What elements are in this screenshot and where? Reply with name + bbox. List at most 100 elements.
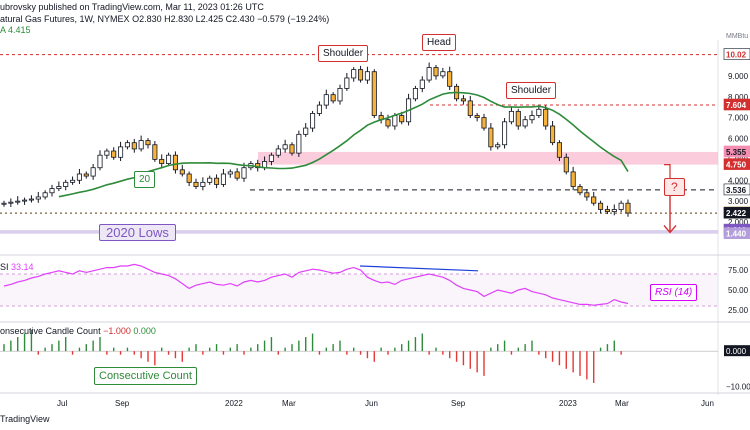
currency-label: MMBtu <box>726 33 748 40</box>
candle <box>166 152 172 167</box>
candle <box>591 191 597 206</box>
candle <box>337 84 343 105</box>
candle <box>440 67 446 79</box>
candle <box>556 140 562 162</box>
candle <box>179 164 185 177</box>
candle-body <box>419 79 425 89</box>
candle <box>56 181 62 192</box>
candle-body <box>234 171 240 179</box>
candle-body <box>467 100 473 116</box>
candle-body <box>330 94 336 102</box>
candle <box>536 106 542 119</box>
time-tick: Jun <box>365 399 378 408</box>
candle-body <box>35 196 41 200</box>
candle-body <box>8 201 14 204</box>
candle-body <box>1 202 7 205</box>
ohlc-values: O2.830 H2.830 L2.425 C2.430 −0.579 (−19.… <box>132 14 330 24</box>
candle <box>344 72 350 91</box>
candle-body <box>303 127 309 135</box>
candle <box>172 151 178 174</box>
candle-body <box>508 110 514 123</box>
candle <box>35 191 41 203</box>
candle-body <box>111 150 117 158</box>
candle-body <box>227 171 233 175</box>
candle-body <box>460 98 466 102</box>
price-tick: 4.000 <box>728 176 749 185</box>
candle-body <box>611 209 617 212</box>
candle <box>364 66 370 84</box>
price-badge: 3.536 <box>726 186 747 195</box>
candle-body <box>49 188 55 194</box>
symbol-name: atural Gas Futures, 1W, NYMEX <box>0 14 130 24</box>
cc-tick: −10.000 <box>726 382 750 391</box>
candle <box>159 154 165 168</box>
candle-body <box>618 202 624 210</box>
candle-body <box>358 69 364 81</box>
candle <box>145 138 151 149</box>
tradingview-footer: TradingView <box>0 414 50 424</box>
candle-body <box>385 119 391 127</box>
candle-body <box>584 192 590 198</box>
candle <box>467 95 473 119</box>
candle <box>570 166 576 191</box>
candle <box>227 169 233 178</box>
candle-body <box>481 117 487 129</box>
candle-body <box>556 142 562 158</box>
question-label: ? <box>664 178 685 196</box>
candle-body <box>515 110 521 127</box>
candle <box>83 171 89 179</box>
price-tick: 9.000 <box>728 72 749 81</box>
candle <box>611 204 617 216</box>
candle <box>28 195 34 203</box>
candle <box>412 85 418 102</box>
candle <box>255 159 261 172</box>
candle <box>214 174 220 189</box>
candle <box>1 200 7 207</box>
candle-body <box>104 150 110 156</box>
candle-body <box>371 71 377 116</box>
candle-body <box>495 144 501 148</box>
rsi-line <box>3 263 629 306</box>
candle-body <box>412 88 418 100</box>
candle <box>111 147 117 160</box>
candle-body <box>70 179 76 183</box>
rsi-divergence-line <box>359 265 479 272</box>
candle <box>371 69 377 119</box>
candle <box>220 168 226 187</box>
candle-body <box>577 186 583 194</box>
candle <box>152 141 158 162</box>
time-tick: 2022 <box>225 399 243 408</box>
candle <box>138 135 144 152</box>
candle <box>502 118 508 149</box>
candle-body <box>97 154 103 169</box>
price-tick: 3.000 <box>728 197 749 206</box>
candle-body <box>337 88 343 102</box>
candle-body <box>152 144 158 160</box>
candle-body <box>56 186 62 189</box>
candle <box>289 142 295 156</box>
rsi-tick: 75.00 <box>728 266 749 275</box>
candle-body <box>344 77 350 89</box>
publisher-line: ubrovsky published on TradingView.com, M… <box>0 2 264 12</box>
candle-body <box>296 133 302 154</box>
candle-body <box>598 202 604 210</box>
candle-body <box>131 142 137 150</box>
cc-legend: onsecutive Candle Count −1.000 0.000 <box>0 326 156 336</box>
candle-body <box>138 140 144 150</box>
price-tick: 7.000 <box>728 114 749 123</box>
candle-body <box>214 177 220 185</box>
time-tick: Jul <box>57 399 67 408</box>
candle-body <box>488 127 494 148</box>
candle <box>303 123 309 137</box>
price-tick: 2.000 <box>728 218 749 227</box>
shoulder-left-label: Shoulder <box>318 45 369 62</box>
candle <box>577 184 583 196</box>
candle <box>90 163 96 180</box>
candle-body <box>426 67 432 81</box>
candle-body <box>351 69 357 79</box>
lows-2020-band <box>0 230 718 234</box>
candle-body <box>289 144 295 154</box>
candle-body <box>83 173 89 177</box>
candle <box>378 111 384 124</box>
candle <box>42 190 48 200</box>
